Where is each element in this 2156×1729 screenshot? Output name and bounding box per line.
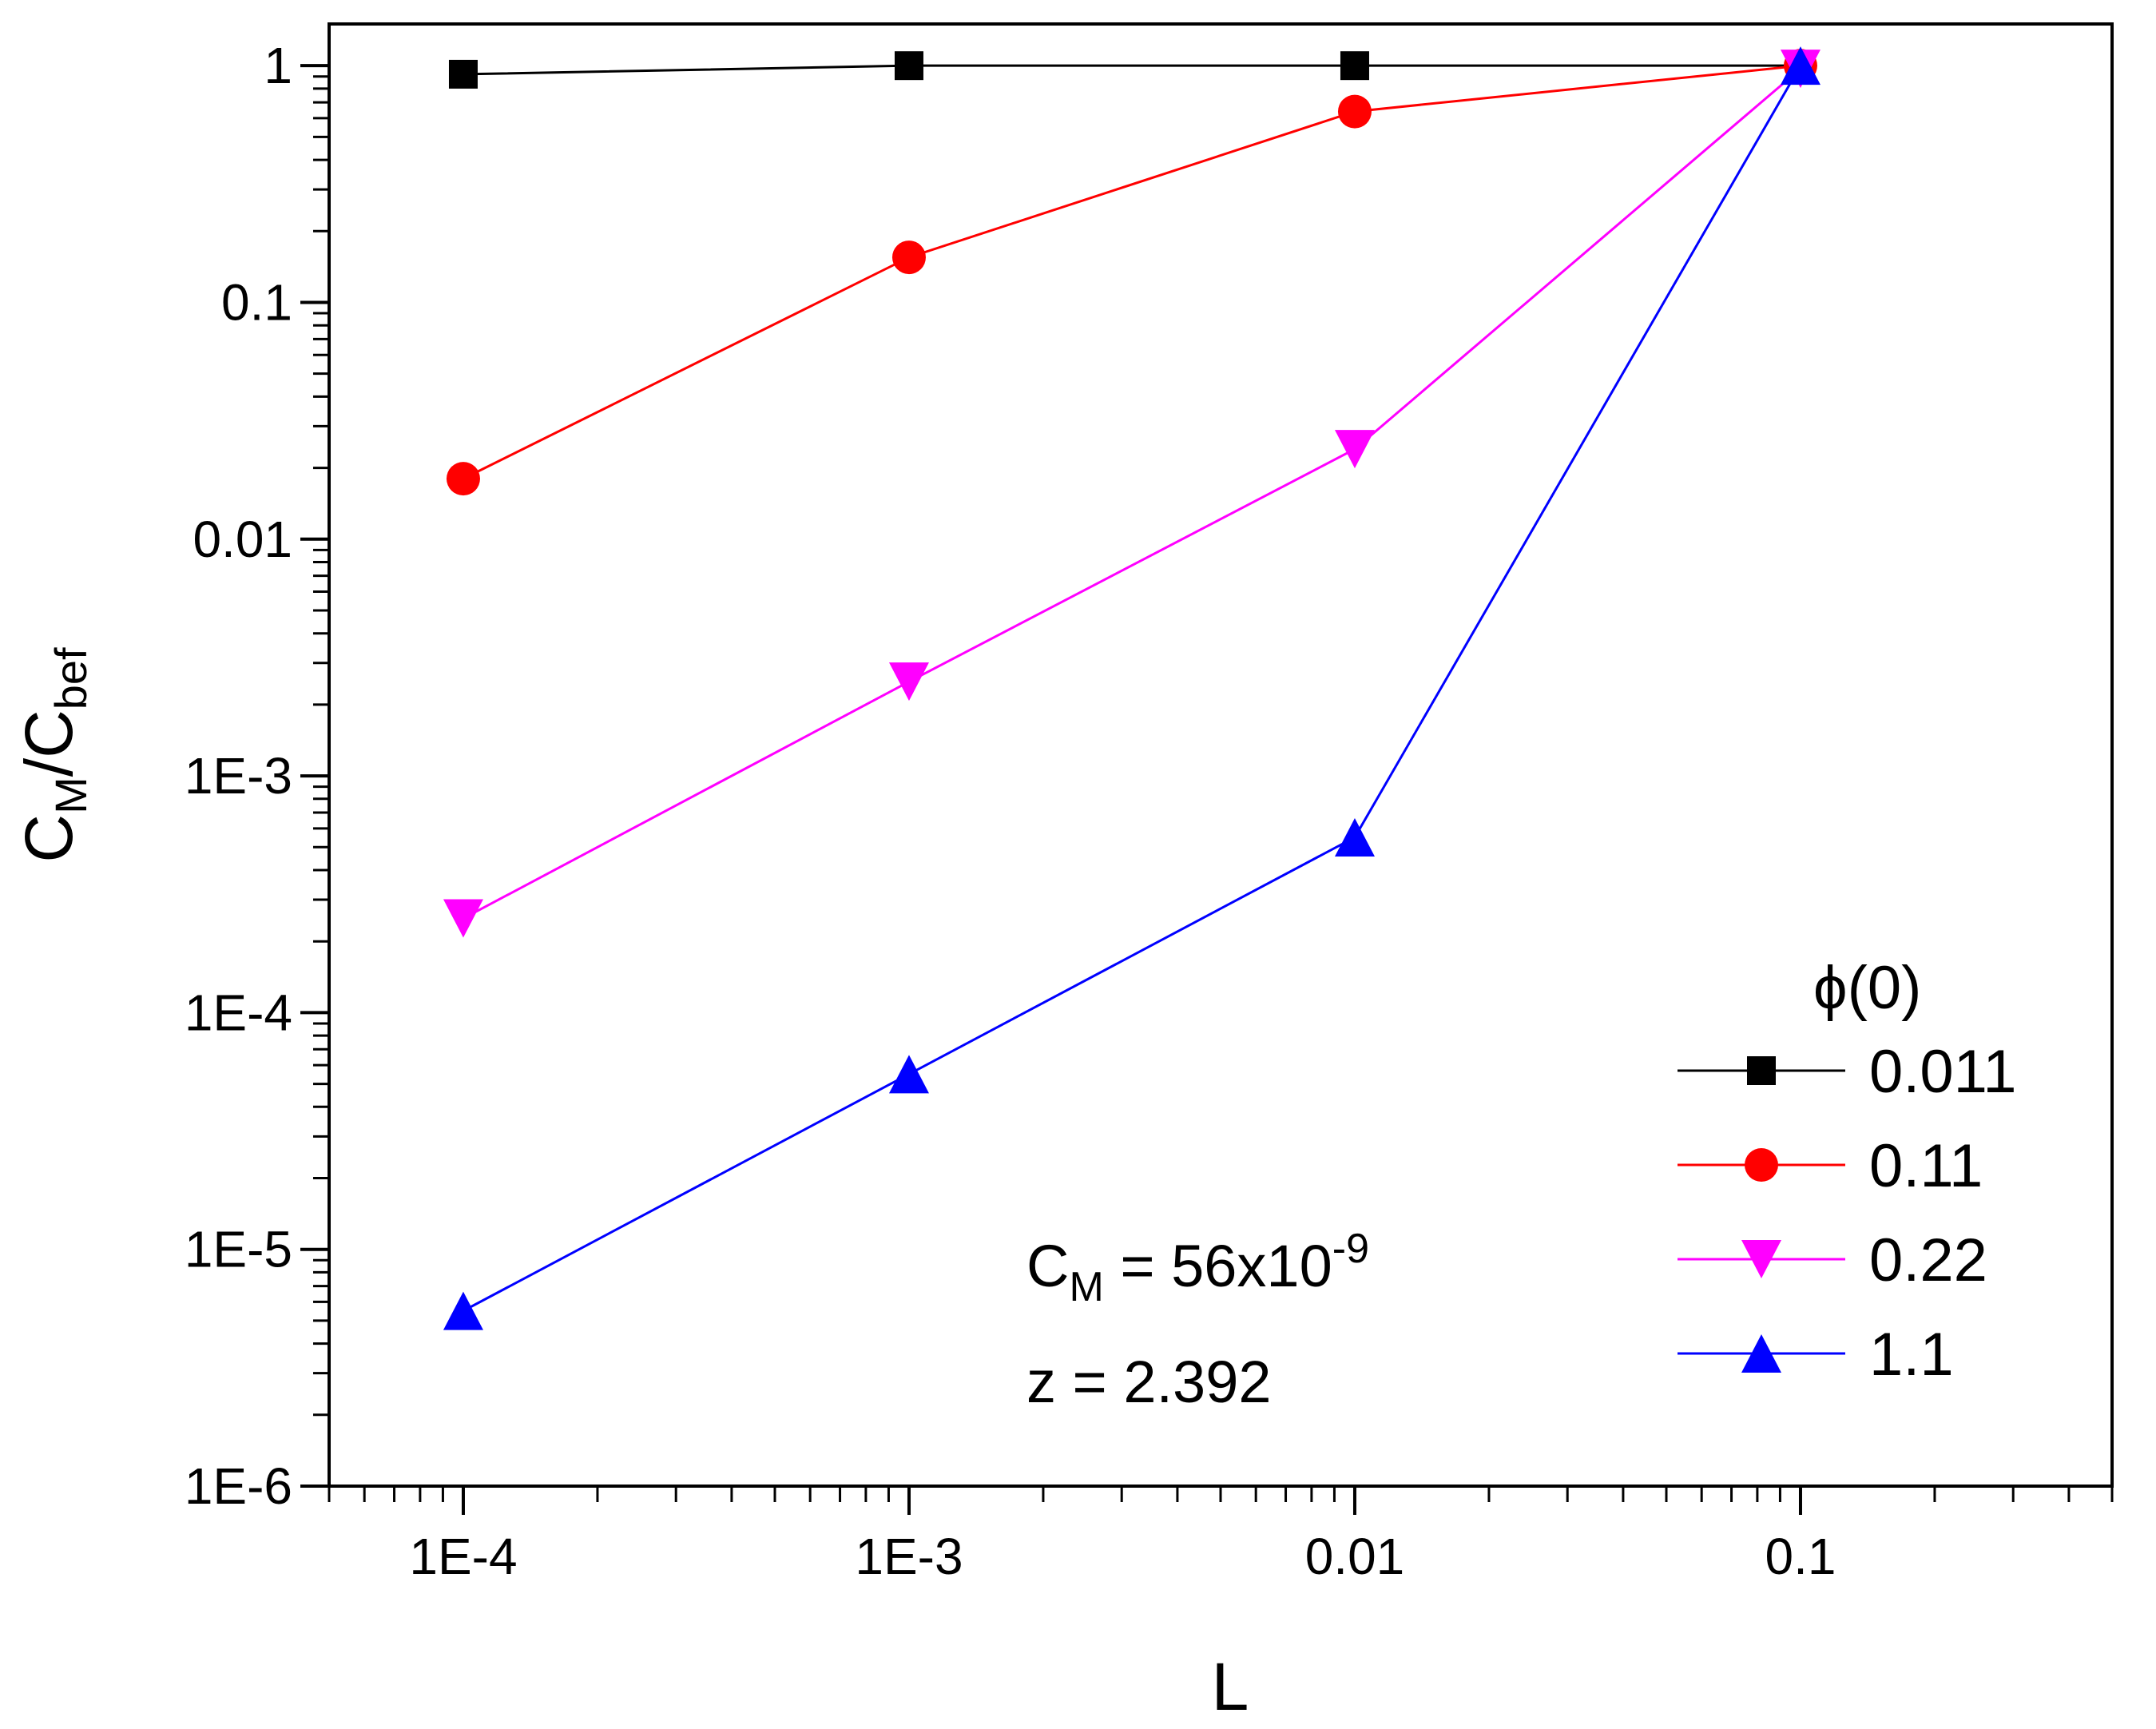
cm-annotation: CM = 56x10-9 [1026, 1226, 1369, 1310]
legend: ϕ(0) 0.011 0.11 0.22 1.1 [1678, 954, 2017, 1389]
legend-title: ϕ(0) [1813, 954, 1921, 1022]
data-point-triangle-up [1780, 46, 1820, 85]
data-point-circle [1337, 94, 1372, 129]
y-tick-label: 1E-5 [185, 1221, 292, 1278]
data-point-triangle-down [1741, 1240, 1781, 1278]
data-point-triangle-up [888, 1055, 929, 1094]
y-tick-label: 0.01 [193, 511, 292, 568]
cm-annotation-main: C [1026, 1233, 1069, 1299]
series-line [463, 64, 1801, 480]
series-3 [443, 46, 1820, 1330]
y-tick-label: 0.1 [221, 273, 292, 331]
legend-entry-2: 0.22 [1678, 1226, 1987, 1294]
data-point-triangle-down [888, 662, 929, 702]
x-tick-label: 0.1 [1765, 1528, 1836, 1585]
y-tick-label: 1E-4 [185, 984, 292, 1041]
series-layer [443, 46, 1820, 1330]
series-line [463, 64, 1801, 76]
data-point-triangle-up [443, 1291, 483, 1330]
plot-area [328, 22, 2114, 1488]
legend-label: 1.1 [1869, 1321, 1954, 1389]
data-point-triangle-up [1741, 1334, 1781, 1373]
data-point-square [448, 59, 478, 89]
cm-annotation-rest: = 56x10 [1104, 1233, 1332, 1299]
y-axis-title: CM/Cbef [11, 647, 96, 863]
data-point-triangle-down [1334, 430, 1375, 469]
data-point-circle [1745, 1148, 1778, 1182]
cm-annotation-sub: M [1069, 1264, 1103, 1310]
legend-label: 0.011 [1869, 1038, 2017, 1106]
y-axis-title-slash: / [11, 757, 86, 777]
x-tick-label: 1E-4 [409, 1528, 517, 1585]
y-axis-title-c1: C [11, 814, 86, 863]
legend-label: 0.11 [1869, 1132, 1983, 1200]
y-axis-title-c2: C [11, 709, 86, 758]
z-annotation: z = 2.392 [1026, 1349, 1272, 1415]
x-tick-label: 0.01 [1305, 1528, 1405, 1585]
data-point-triangle-up [1334, 818, 1375, 857]
y-axis-title-sub1: M [46, 777, 96, 814]
data-point-circle [446, 462, 480, 496]
series-line [463, 65, 1802, 1312]
y-tick-label: 1E-6 [185, 1457, 292, 1515]
y-axis-title-sub2: bef [46, 647, 96, 709]
data-point-square [894, 51, 923, 81]
data-point-circle [891, 240, 926, 275]
legend-label: 0.22 [1869, 1226, 1987, 1294]
cm-annotation-sup: -9 [1332, 1226, 1369, 1272]
series-2 [443, 50, 1820, 938]
y-tick-label: 1E-3 [185, 747, 292, 805]
legend-entry-1: 0.11 [1678, 1132, 1983, 1200]
data-point-triangle-down [443, 899, 483, 938]
legend-entry-3: 1.1 [1678, 1321, 1954, 1389]
legend-entry-0: 0.011 [1678, 1038, 2017, 1106]
x-tick-label: 1E-3 [855, 1528, 963, 1585]
data-point-square [1340, 51, 1369, 81]
x-axis-title: L [1212, 1649, 1249, 1724]
y-tick-label: 1 [264, 37, 292, 94]
data-point-square [1747, 1056, 1776, 1085]
series-line [463, 67, 1801, 920]
